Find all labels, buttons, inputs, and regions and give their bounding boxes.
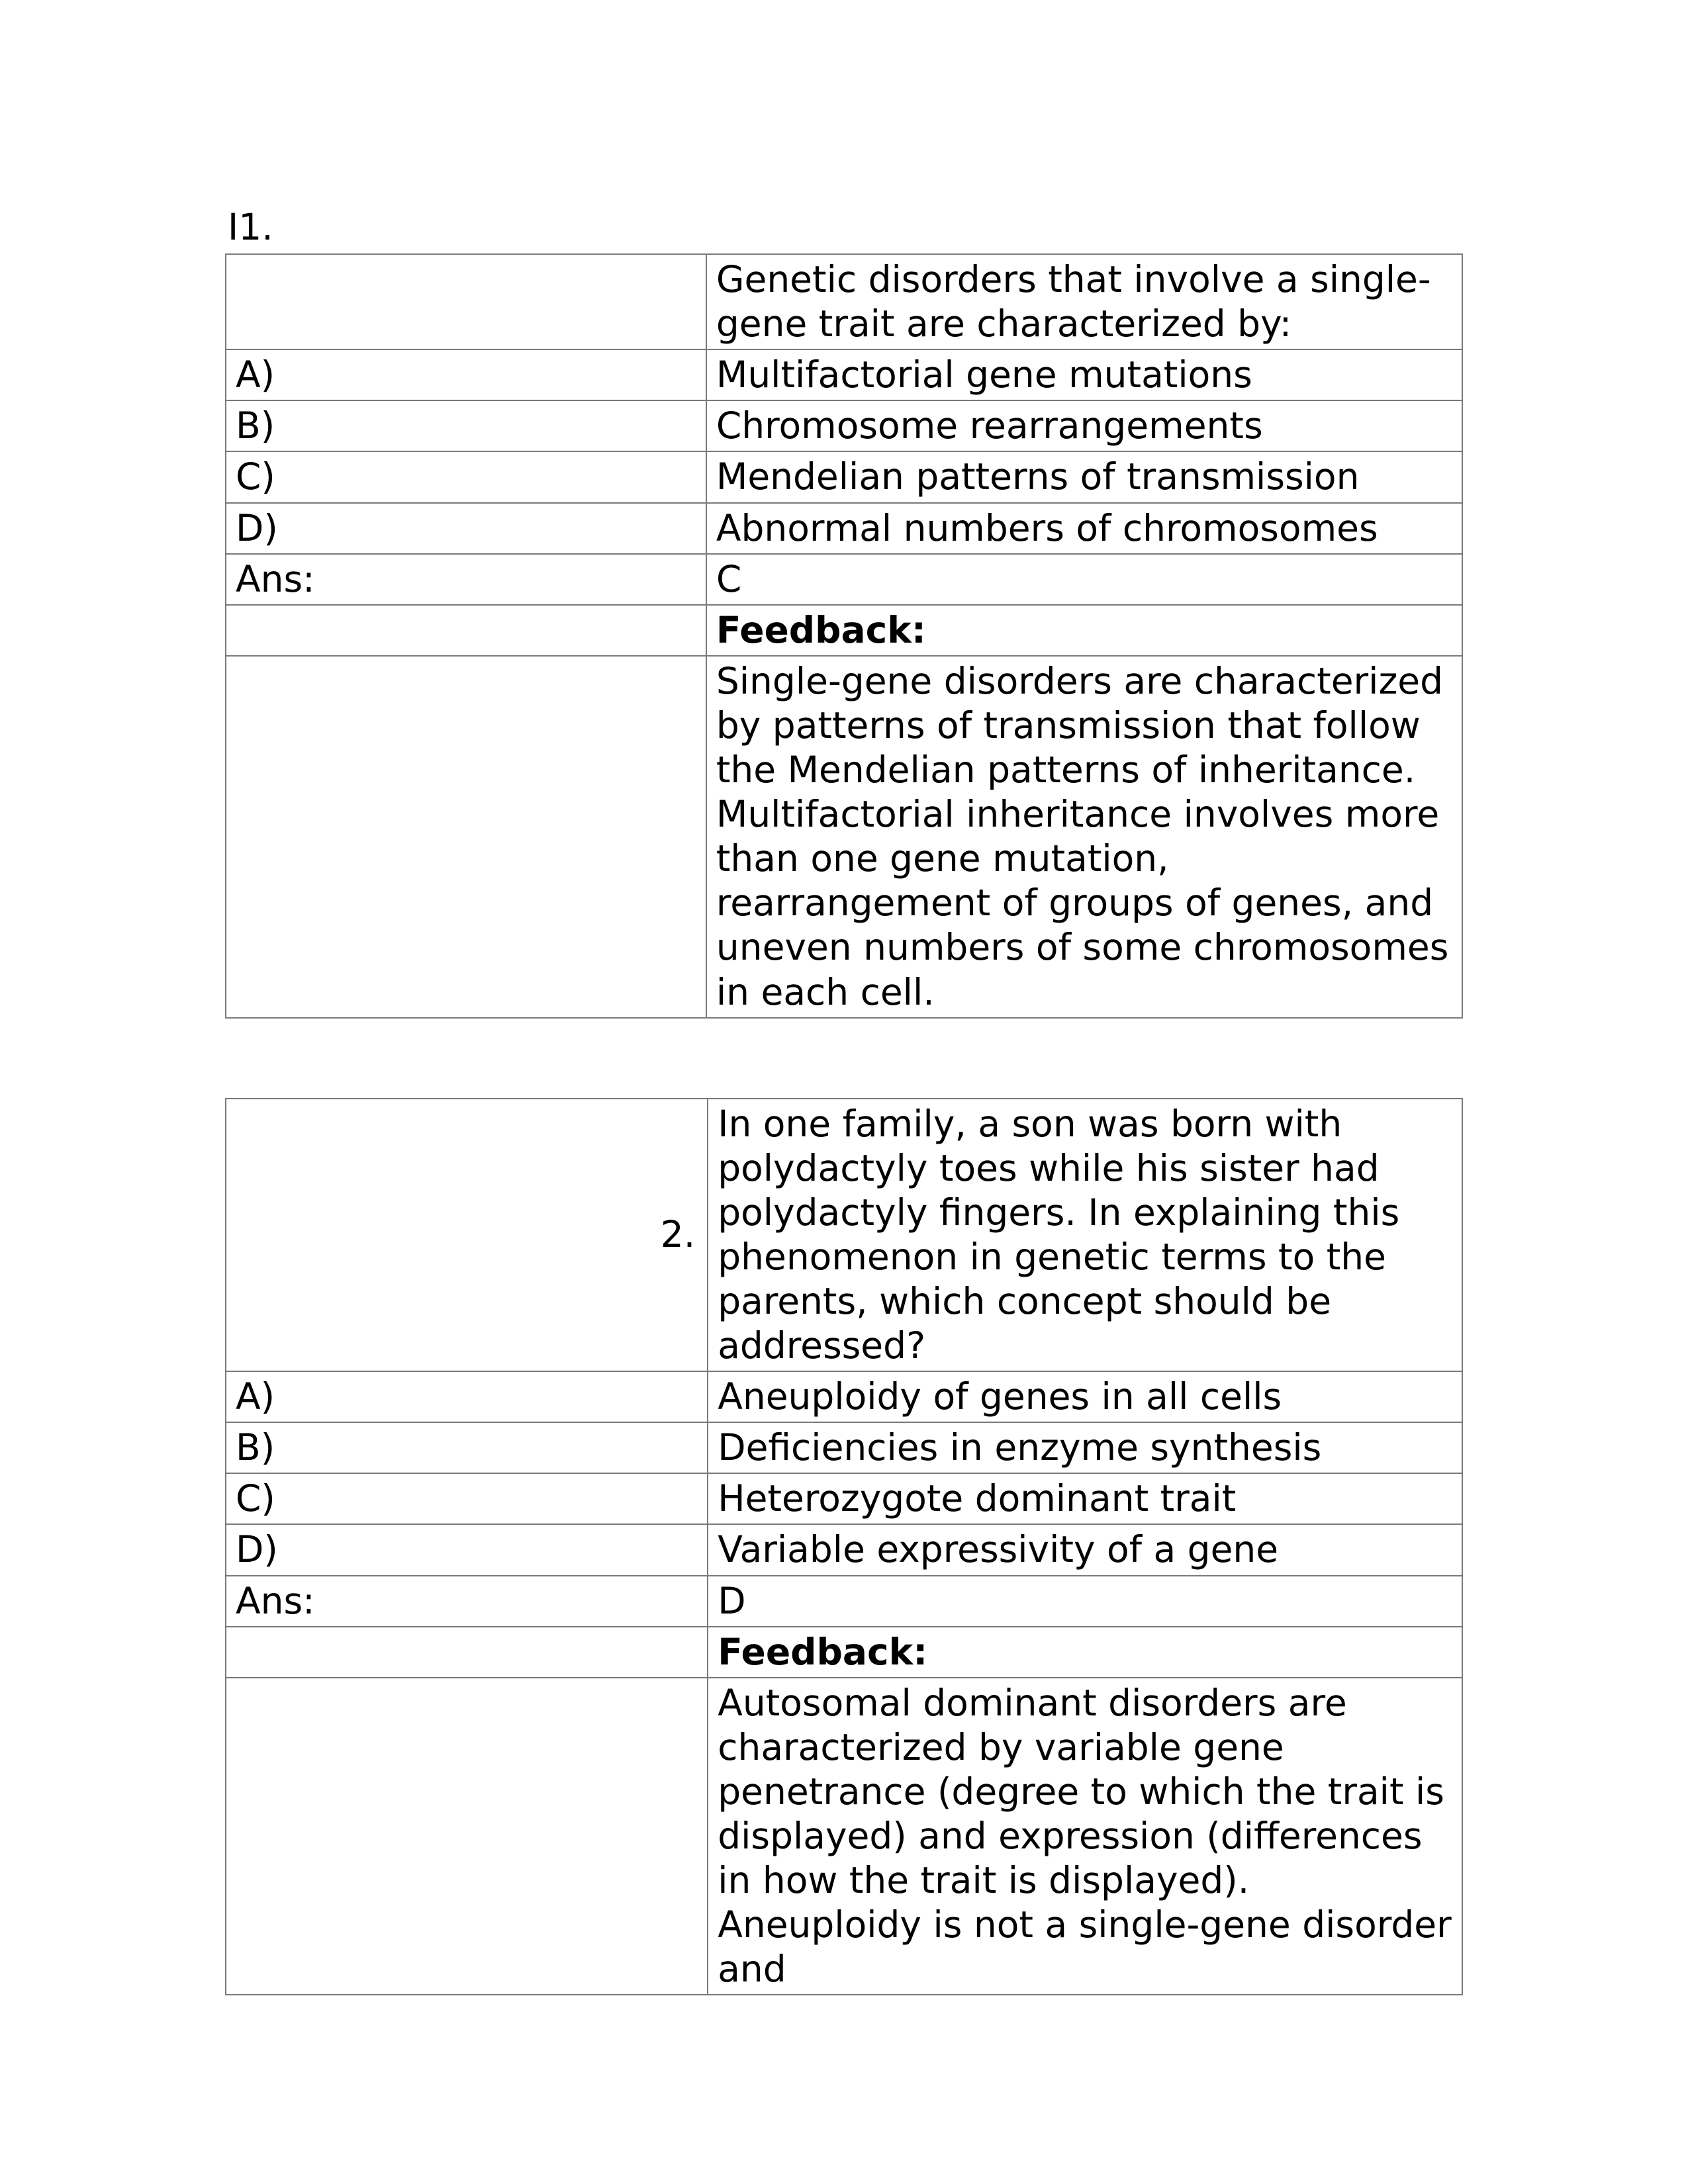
q1-optA-text: Multifactorial gene mutations <box>706 349 1462 400</box>
q1-optD-label: D) <box>226 503 706 554</box>
q2-ans-value: D <box>708 1576 1462 1627</box>
q2-ans-label: Ans: <box>226 1576 708 1627</box>
q2-optB-text: Deficiencies in enzyme synthesis <box>708 1422 1462 1473</box>
table-row: C) Heterozygote dominant trait <box>226 1473 1462 1524</box>
table-row: Autosomal dominant disorders are charact… <box>226 1678 1462 1995</box>
table-row: Single-gene disorders are characterized … <box>226 656 1462 1018</box>
table-row: D) Abnormal numbers of chromosomes <box>226 503 1462 554</box>
q2-feedback-label: Feedback: <box>708 1627 1462 1678</box>
table-row: B) Chromosome rearrangements <box>226 400 1462 451</box>
table-row: A) Aneuploidy of genes in all cells <box>226 1371 1462 1422</box>
q1-optB-label: B) <box>226 400 706 451</box>
q2-optD-label: D) <box>226 1524 708 1575</box>
q1-ans-value: C <box>706 554 1462 605</box>
q1-feedback-text: Single-gene disorders are characterized … <box>706 656 1462 1018</box>
spacer <box>225 1019 1463 1098</box>
q1-feedback-label: Feedback: <box>706 605 1462 656</box>
q1-optC-label: C) <box>226 451 706 502</box>
table-row: D) Variable expressivity of a gene <box>226 1524 1462 1575</box>
q1-feedback-left <box>226 656 706 1018</box>
table-row: 2. In one family, a son was born with po… <box>226 1099 1462 1372</box>
q2-question-cell: In one family, a son was born with polyd… <box>708 1099 1462 1372</box>
q2-optC-text: Heterozygote dominant trait <box>708 1473 1462 1524</box>
table-row: A) Multifactorial gene mutations <box>226 349 1462 400</box>
q1-question-cell: Genetic disorders that involve a single-… <box>706 254 1462 349</box>
table-row: Feedback: <box>226 605 1462 656</box>
question-2-table: 2. In one family, a son was born with po… <box>225 1098 1463 1996</box>
table-row: Feedback: <box>226 1627 1462 1678</box>
q1-optB-text: Chromosome rearrangements <box>706 400 1462 451</box>
q2-feedback-text: Autosomal dominant disorders are charact… <box>708 1678 1462 1995</box>
table-row: B) Deficiencies in enzyme synthesis <box>226 1422 1462 1473</box>
q2-feedback-left <box>226 1678 708 1995</box>
table-row: Genetic disorders that involve a single-… <box>226 254 1462 349</box>
q1-optA-label: A) <box>226 349 706 400</box>
q2-optC-label: C) <box>226 1473 708 1524</box>
section-label: I1. <box>225 205 1463 250</box>
q1-feedback-label-left <box>226 605 706 656</box>
q2-optD-text: Variable expressivity of a gene <box>708 1524 1462 1575</box>
question-1-table: Genetic disorders that involve a single-… <box>225 253 1463 1019</box>
q2-feedback-label-left <box>226 1627 708 1678</box>
q1-optC-text: Mendelian patterns of transmission <box>706 451 1462 502</box>
page: I1. Genetic disorders that involve a sin… <box>0 0 1688 2184</box>
table-row: Ans: C <box>226 554 1462 605</box>
q2-optB-label: B) <box>226 1422 708 1473</box>
q1-ans-label: Ans: <box>226 554 706 605</box>
table-row: C) Mendelian patterns of transmission <box>226 451 1462 502</box>
q2-optA-label: A) <box>226 1371 708 1422</box>
q2-number-cell: 2. <box>226 1099 708 1372</box>
q2-optA-text: Aneuploidy of genes in all cells <box>708 1371 1462 1422</box>
q1-number-cell <box>226 254 706 349</box>
table-row: Ans: D <box>226 1576 1462 1627</box>
q1-optD-text: Abnormal numbers of chromosomes <box>706 503 1462 554</box>
